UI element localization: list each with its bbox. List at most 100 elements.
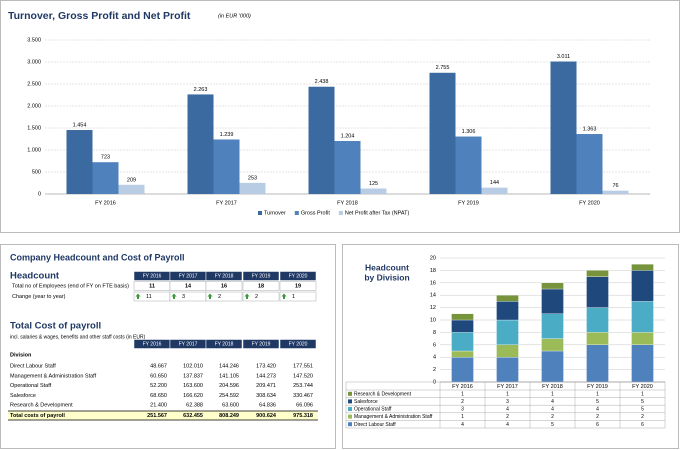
- table-value: 5: [641, 407, 644, 413]
- row-label: Operational Staff: [10, 383, 52, 389]
- up-arrow: [244, 293, 250, 299]
- legend-swatch: [348, 407, 352, 411]
- table-value: 3: [506, 399, 509, 405]
- bar-segment: [451, 357, 474, 383]
- header-label: FY 2020: [289, 273, 308, 279]
- cell-value: 62.388: [186, 403, 203, 409]
- data-label: 76: [612, 183, 618, 189]
- legend-swatch: [348, 414, 352, 419]
- up-arrow: [171, 293, 177, 299]
- cell-value: 3: [182, 294, 185, 300]
- header-label: FY 2019: [252, 341, 271, 347]
- bar-segment: [541, 313, 564, 339]
- cell-value: 173.420: [256, 363, 276, 369]
- cell-value: 163.600: [183, 383, 203, 389]
- x-tick-label: FY 2018: [542, 384, 563, 390]
- table-value: 2: [461, 399, 464, 405]
- x-tick-label: FY 2018: [337, 200, 358, 206]
- cell-value: 1: [292, 294, 295, 300]
- y-tick-label: 6: [433, 342, 436, 348]
- bar-segment: [586, 270, 609, 277]
- payroll-note: incl. salaries & wages, benefits and oth…: [10, 334, 146, 340]
- bar-segment: [541, 288, 564, 314]
- bar: [550, 61, 577, 195]
- bar-segment: [586, 307, 609, 333]
- total-value: 975.318: [293, 413, 313, 419]
- header-label: FY 2017: [179, 273, 198, 279]
- bar-segment: [631, 301, 654, 333]
- table-value: 1: [506, 391, 509, 397]
- data-label: 3.011: [557, 54, 570, 60]
- cell-value: 2: [255, 294, 258, 300]
- legend-swatch: [294, 211, 299, 215]
- table-value: 6: [641, 422, 644, 428]
- cell-value: 11: [146, 294, 152, 300]
- y-tick-label: 12: [430, 305, 436, 311]
- bar-segment: [451, 313, 474, 321]
- cell-value: 66.096: [296, 403, 313, 409]
- bar: [455, 136, 482, 194]
- table-value: 2: [506, 414, 509, 420]
- bar-segment: [496, 357, 519, 383]
- bar: [334, 141, 361, 194]
- data-label: 2.263: [194, 87, 208, 93]
- table-value: 4: [551, 407, 554, 413]
- bar-segment: [631, 344, 654, 383]
- legend-swatch: [348, 399, 352, 404]
- cell-value: 48.667: [150, 363, 167, 369]
- y-tick-label: 14: [430, 293, 436, 299]
- row-label: Direct Labour Staff: [10, 363, 56, 369]
- cell-value: 137.837: [183, 373, 203, 379]
- legend-label: Research & Development: [354, 391, 412, 397]
- total-value: 251.567: [147, 413, 167, 419]
- row-label: Research & Development: [10, 403, 73, 409]
- bar: [360, 188, 387, 194]
- x-tick-label: FY 2016: [452, 384, 473, 390]
- cell-value: 144.273: [256, 373, 276, 379]
- cell-value: 19: [295, 283, 301, 289]
- legend-label: Operational Staff: [354, 407, 392, 413]
- cell-value: 14: [185, 283, 192, 289]
- y-tick-label: 3.500: [27, 37, 41, 43]
- data-label: 723: [101, 155, 110, 161]
- bar: [92, 162, 119, 194]
- bar-segment: [451, 319, 474, 333]
- bar-segment: [631, 270, 654, 302]
- legend-label: Gross Profit: [301, 210, 331, 216]
- cell-value: 308.634: [256, 393, 276, 399]
- table-value: 2: [596, 414, 599, 420]
- header-label: FY 2016: [143, 273, 162, 279]
- y-tick-label: 20: [430, 255, 436, 261]
- cell-value: 2: [218, 294, 221, 300]
- bar-segment: [586, 332, 609, 345]
- legend-label: Direct Labour Staff: [354, 422, 396, 428]
- cell-value: 11: [149, 283, 155, 289]
- bar: [602, 190, 629, 194]
- y-tick-label: 500: [32, 169, 41, 175]
- cell-value: 52.200: [150, 383, 167, 389]
- bar: [213, 139, 240, 194]
- header-label: FY 2020: [289, 341, 308, 347]
- bar: [187, 94, 214, 194]
- header-label: FY 2018: [215, 273, 234, 279]
- cell-value: 21.400: [150, 403, 167, 409]
- cell-value: 204.596: [219, 383, 239, 389]
- data-label: 1.454: [73, 122, 87, 128]
- bar: [308, 86, 335, 194]
- bar: [66, 130, 93, 194]
- data-label: 125: [369, 181, 378, 187]
- bar-segment: [631, 264, 654, 271]
- bar-segment: [451, 350, 474, 358]
- cell: [205, 291, 243, 302]
- top-panel: [0, 0, 680, 233]
- data-label: 253: [248, 175, 257, 181]
- chart-subtitle: (in EUR '000): [218, 13, 251, 19]
- bar: [239, 182, 266, 194]
- bar-segment: [586, 276, 609, 308]
- table-value: 2: [551, 414, 554, 420]
- data-label: 209: [127, 177, 136, 183]
- up-arrow: [281, 293, 287, 299]
- y-tick-label: 16: [430, 280, 436, 286]
- table-value: 5: [551, 422, 554, 428]
- legend-swatch: [338, 211, 343, 215]
